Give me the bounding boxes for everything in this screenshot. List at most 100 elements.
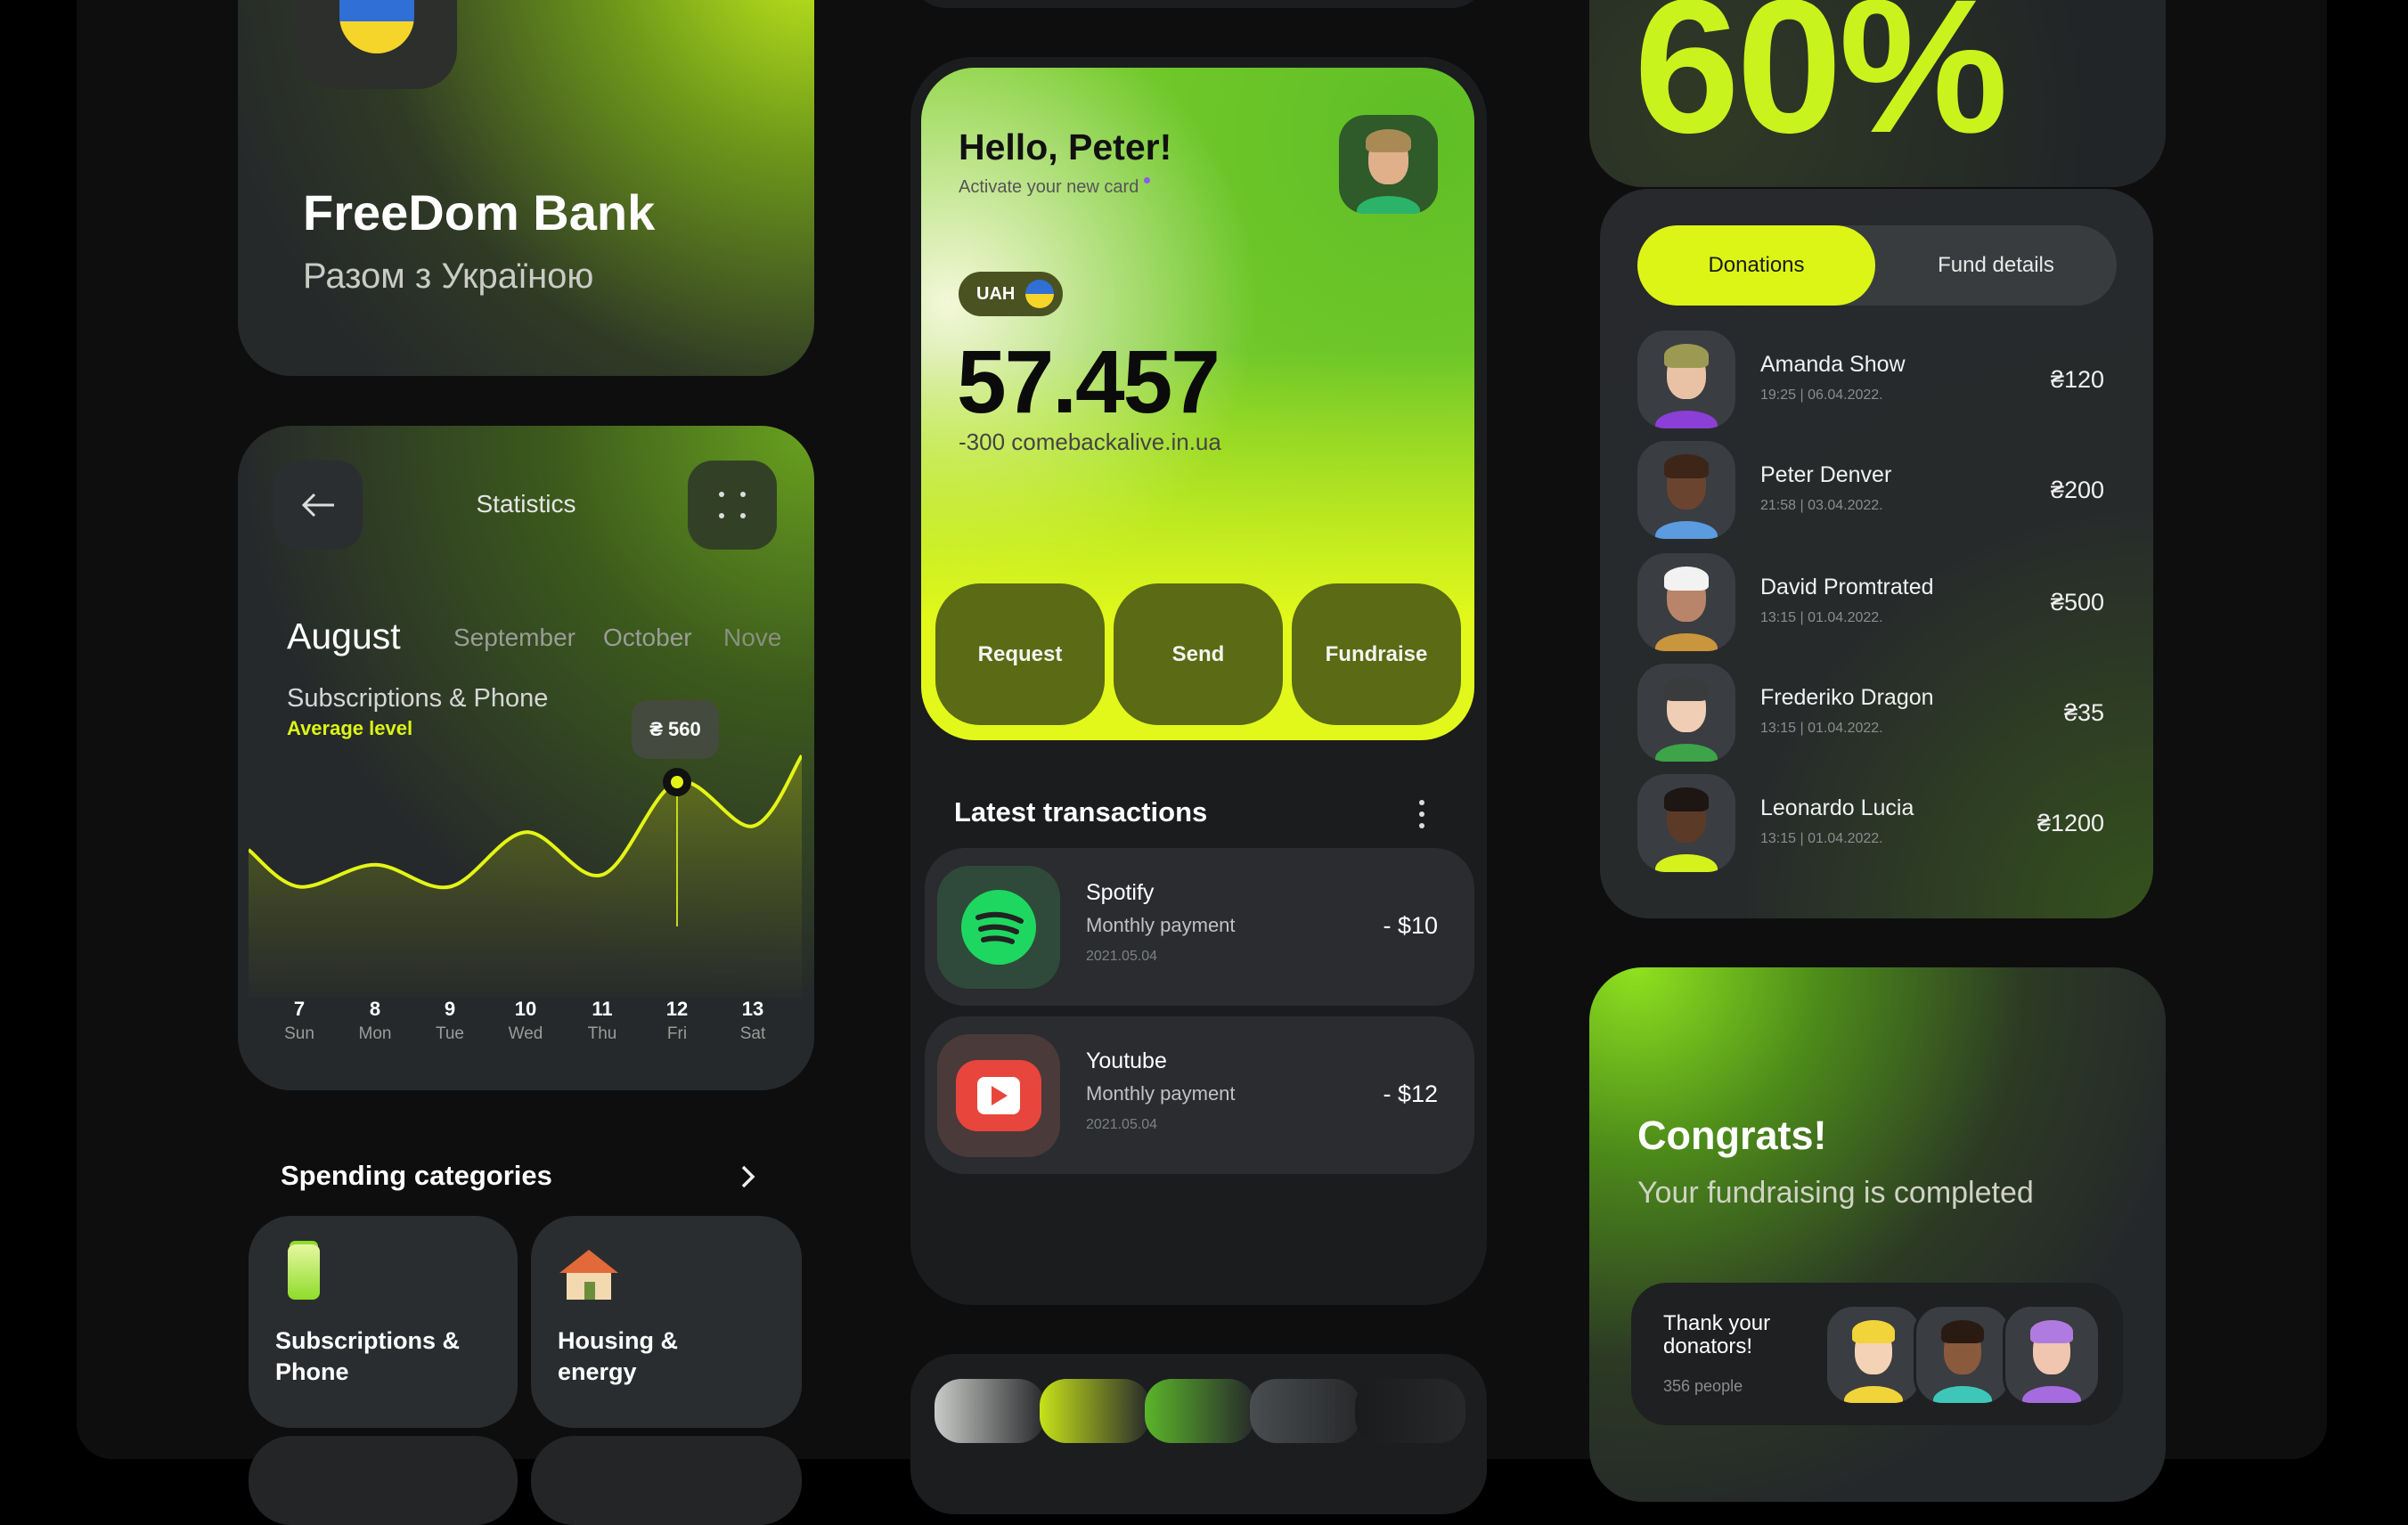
color-swatch[interactable] (1355, 1379, 1465, 1443)
send-button[interactable]: Send (1114, 583, 1283, 725)
youtube-icon (937, 1034, 1060, 1157)
top-partial-card (910, 0, 1487, 8)
tooltip-value: ₴ 560 (649, 718, 701, 741)
tab-donations[interactable]: Donations (1637, 225, 1875, 306)
button-label: Request (978, 642, 1063, 667)
color-swatch[interactable] (1250, 1379, 1360, 1443)
donations-card: Donations Fund details Amanda Show 19:25 … (1600, 189, 2153, 918)
bank-card: FreeDom Bank Разом з Україною (238, 0, 814, 376)
donation-amount: ₴1200 (2037, 810, 2104, 837)
month-tab-august[interactable]: August (287, 616, 401, 657)
transaction-date: 2021.05.04 (1086, 949, 1157, 965)
day-name: Tue (414, 1024, 486, 1044)
bank-title: FreeDom Bank (303, 183, 655, 241)
more-button[interactable] (688, 461, 777, 550)
color-swatch[interactable] (1145, 1379, 1255, 1443)
thank-donators-panel[interactable]: Thank your donators! 356 people (1631, 1283, 2123, 1425)
transaction-date: 2021.05.04 (1086, 1117, 1157, 1133)
chevron-right-icon[interactable] (738, 1163, 759, 1190)
month-tab-september[interactable]: September (453, 624, 575, 652)
activate-card-link[interactable]: Activate your new card (959, 177, 1150, 198)
day-number: 13 (717, 998, 788, 1021)
transaction-amount: - $12 (1383, 1081, 1438, 1108)
day-name: Wed (490, 1024, 561, 1044)
category-label: Phone (275, 1358, 349, 1386)
category-card-housing[interactable]: Housing & energy (531, 1216, 802, 1428)
ukraine-flag-icon (1025, 280, 1054, 308)
swatch-card (910, 1354, 1487, 1514)
month-tab-october[interactable]: October (603, 624, 692, 652)
day-number: 7 (264, 998, 335, 1021)
dots-grid-icon (716, 489, 748, 521)
category-card-subscriptions[interactable]: Subscriptions & Phone (249, 1216, 518, 1428)
transaction-amount: - $10 (1383, 912, 1438, 940)
transaction-name: Spotify (1086, 880, 1154, 906)
color-swatch[interactable] (935, 1379, 1045, 1443)
fundraise-button[interactable]: Fundraise (1292, 583, 1461, 725)
donation-item[interactable]: Leonardo Lucia 13:15 | 01.04.2022. ₴1200 (1600, 774, 2153, 872)
donator-avatar (1914, 1304, 2012, 1406)
last-transaction: -300 comebackalive.in.ua (959, 428, 1221, 456)
day-number: 8 (339, 998, 411, 1021)
thanks-line2: donators! (1663, 1334, 1752, 1359)
donation-date: 13:15 | 01.04.2022. (1760, 831, 1883, 847)
donor-name: Amanda Show (1760, 352, 1906, 378)
tab-fund-details[interactable]: Fund details (1875, 225, 2117, 306)
day-number: 11 (567, 998, 638, 1021)
currency-selector[interactable]: UAH (959, 272, 1063, 316)
congrats-title: Congrats! (1637, 1113, 1827, 1159)
profile-avatar[interactable] (1339, 115, 1438, 214)
spending-chart (249, 730, 802, 998)
color-swatch[interactable] (1040, 1379, 1150, 1443)
phone-home-screen: Hello, Peter! Activate your new card UAH… (910, 57, 1487, 1305)
transaction-item[interactable]: Youtube Monthly payment 2021.05.04 - $12 (925, 1016, 1474, 1174)
donator-count: 356 people (1663, 1377, 1743, 1396)
button-label: Send (1172, 642, 1225, 667)
donor-name: Frederiko Dragon (1760, 685, 1934, 711)
day-name: Sat (717, 1024, 788, 1044)
statistics-card: Statistics August September October Nove… (238, 426, 814, 1090)
request-button[interactable]: Request (935, 583, 1105, 725)
transaction-name: Youtube (1086, 1048, 1167, 1074)
day-label: 9 Tue (414, 998, 486, 1044)
transaction-type: Monthly payment (1086, 1082, 1236, 1105)
spotify-icon (937, 866, 1060, 989)
category-label: Housing & (558, 1327, 678, 1355)
day-number: 9 (414, 998, 486, 1021)
day-number: 10 (490, 998, 561, 1021)
donation-item[interactable]: Amanda Show 19:25 | 06.04.2022. ₴120 (1600, 330, 2153, 428)
donation-date: 13:15 | 01.04.2022. (1760, 721, 1883, 737)
donation-amount: ₴200 (2051, 477, 2104, 504)
day-name: Thu (567, 1024, 638, 1044)
donor-avatar (1637, 553, 1735, 651)
tab-label: Donations (1708, 253, 1804, 278)
progress-percent: 60% (1634, 0, 2004, 162)
donation-date: 21:58 | 03.04.2022. (1760, 498, 1883, 514)
day-number: 12 (641, 998, 713, 1021)
category-label: Subscriptions & (275, 1327, 460, 1355)
more-vertical-icon[interactable] (1415, 798, 1429, 830)
donor-name: Leonardo Lucia (1760, 795, 1914, 821)
battery-icon (288, 1244, 320, 1300)
day-name: Fri (641, 1024, 713, 1044)
donation-amount: ₴120 (2051, 366, 2104, 394)
day-label: 8 Mon (339, 998, 411, 1044)
category-card-partial[interactable] (531, 1436, 802, 1525)
donation-date: 19:25 | 06.04.2022. (1760, 387, 1883, 404)
donor-avatar (1637, 664, 1735, 762)
balance-amount: 57.457 (957, 331, 1219, 434)
day-name: Mon (339, 1024, 411, 1044)
donor-avatar (1637, 774, 1735, 872)
donator-avatar (2003, 1304, 2101, 1406)
spending-title: Spending categories (281, 1160, 552, 1192)
donor-name: David Promtrated (1760, 575, 1934, 600)
month-tab-november[interactable]: Nove (723, 624, 781, 652)
category-card-partial[interactable] (249, 1436, 518, 1525)
highlight-point-core (671, 776, 683, 788)
day-label: 13 Sat (717, 998, 788, 1044)
